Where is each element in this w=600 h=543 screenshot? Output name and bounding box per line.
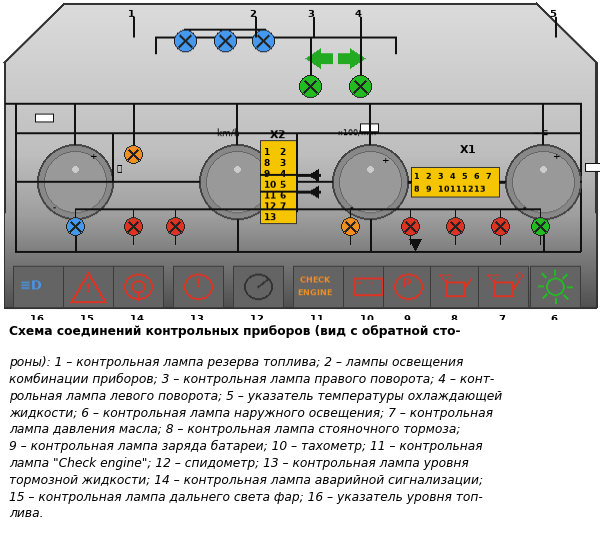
Text: Схема соединений контрольных приборов (вид с обратной сто-: Схема соединений контрольных приборов (в…: [9, 325, 460, 338]
Text: роны): 1 – контрольная лампа резерва топлива; 2 – лампы освещения
комбинации при: роны): 1 – контрольная лампа резерва топ…: [9, 356, 502, 520]
